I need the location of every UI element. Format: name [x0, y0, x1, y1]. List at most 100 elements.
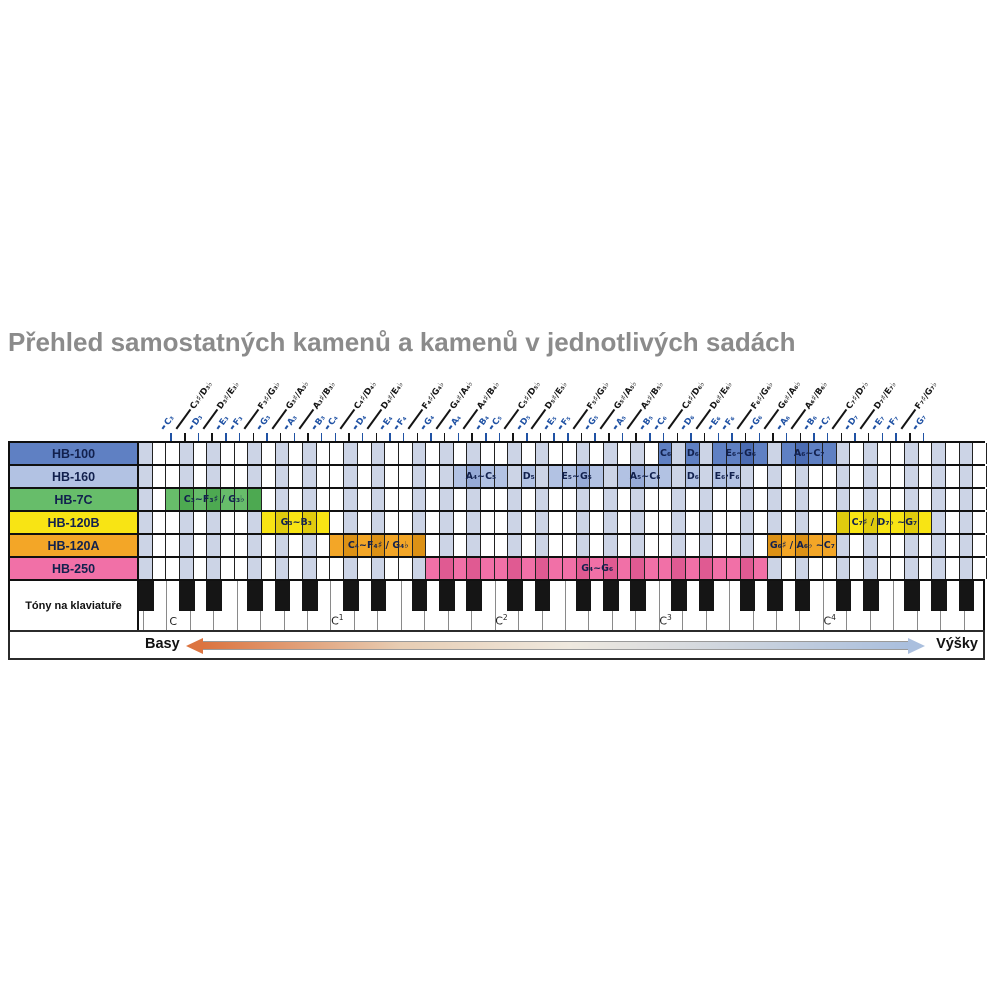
column-tick — [744, 433, 747, 441]
note-label-connector — [818, 425, 822, 430]
grid-cell — [385, 535, 399, 556]
grid-cell — [262, 443, 276, 464]
grid-cell — [740, 489, 755, 510]
grid-cell — [822, 443, 837, 464]
grid-cell — [740, 535, 755, 556]
black-key — [835, 581, 852, 611]
grid-cell — [371, 489, 386, 510]
grid-cell — [262, 466, 276, 487]
grid-cell — [480, 535, 495, 556]
grid-cell — [398, 512, 413, 533]
grid-cell — [221, 558, 235, 579]
grid-cell — [207, 443, 222, 464]
grid-cell — [398, 535, 413, 556]
grid-cell — [836, 512, 851, 533]
note-label-text: D₅♯/E₅♭ — [543, 379, 571, 412]
column-tick — [334, 433, 337, 441]
grid-cell — [166, 512, 181, 533]
grid-cell — [658, 443, 673, 464]
block-range-label: G₄~G₆ — [581, 563, 614, 574]
note-label-text: C₃♯/D₃♭ — [188, 379, 216, 412]
grid-cell — [863, 558, 878, 579]
grid-cell — [152, 512, 167, 533]
grid-cell — [234, 466, 249, 487]
grid-cell — [863, 443, 878, 464]
grid-cell — [686, 466, 700, 487]
grid-cell — [795, 443, 810, 464]
grid-cell — [836, 489, 851, 510]
grid-cell — [863, 466, 878, 487]
note-label-connector — [845, 425, 850, 430]
grid-cell — [221, 512, 235, 533]
black-key — [862, 581, 879, 611]
grid-cell — [371, 443, 386, 464]
column-tick — [457, 433, 460, 441]
grid-cell — [521, 443, 536, 464]
grid-cell — [180, 443, 194, 464]
black-key — [534, 581, 551, 611]
grid-cell — [904, 489, 919, 510]
grid-cell — [439, 443, 454, 464]
grid-cell — [166, 535, 181, 556]
grid-cell — [754, 535, 769, 556]
grid-cell — [385, 558, 399, 579]
model-row: HB-100 C₆ D₆ E₆~G₆ A₆~C₇ — [10, 443, 987, 466]
block-range-label: G₆♯ / A₆♭ ~C₇ — [769, 540, 835, 551]
grid-cell — [248, 489, 263, 510]
grid-cell — [357, 512, 372, 533]
grid-cell — [467, 489, 481, 510]
grid-cell — [877, 558, 892, 579]
column-tick — [279, 433, 282, 441]
note-label-connector — [394, 425, 398, 430]
column-tick — [826, 433, 829, 441]
grid-cell — [549, 558, 563, 579]
grid-cell — [508, 512, 522, 533]
grid-cell — [426, 489, 440, 510]
grid-cell — [877, 443, 892, 464]
grid-cell — [672, 558, 687, 579]
grid-cell — [891, 512, 905, 533]
grid-cell — [152, 443, 167, 464]
note-label-text: A₃♯/B₃♭ — [311, 379, 339, 412]
grid-cell — [699, 443, 714, 464]
note-label-connector — [585, 425, 590, 430]
grid-cell — [850, 535, 864, 556]
column-tick — [594, 433, 596, 441]
note-label-text: A₅♯/B₅♭ — [639, 379, 667, 412]
grid-cell — [891, 466, 905, 487]
grid-cell — [576, 489, 591, 510]
grid-cell — [918, 443, 933, 464]
note-label-text: D₄♯/E₄♭ — [379, 379, 407, 412]
grid-cell — [617, 512, 632, 533]
bass-treble-bar: Basy Výšky — [8, 630, 985, 660]
grid-cell — [316, 489, 331, 510]
grid-cell — [781, 489, 796, 510]
grid-cell — [590, 443, 605, 464]
grid-cell — [645, 512, 659, 533]
note-label-connector — [517, 425, 521, 430]
grid-cell — [945, 512, 960, 533]
grid-cell — [973, 558, 987, 579]
note-label-text: G₆♯/A₆♭ — [776, 379, 804, 412]
note-label-text: G₅♯/A₅♭ — [612, 379, 640, 412]
white-key-separator — [166, 581, 168, 630]
grid-cell — [576, 443, 591, 464]
grid-cell — [248, 512, 263, 533]
grid-cell — [959, 466, 974, 487]
piano-keyboard: C C1 C2 C3 C4 — [139, 581, 983, 630]
note-label-connector — [353, 425, 357, 430]
note-label-text: D₆♯/E₆♭ — [707, 379, 735, 412]
grid-cell — [740, 466, 755, 487]
grid-cell — [207, 558, 222, 579]
grid-cell — [289, 443, 304, 464]
note-label-text: C₇♯/D₇♭ — [844, 379, 872, 412]
note-label-text: G₃♯/A₃♭ — [283, 379, 312, 412]
note-label-connector — [777, 425, 781, 430]
column-tick — [854, 433, 856, 441]
column-tick — [498, 433, 501, 441]
grid-cell — [426, 558, 440, 579]
note-label-connector — [886, 425, 891, 430]
column-tick — [320, 433, 323, 441]
octave-mark: C4 — [823, 613, 836, 628]
grid-cell — [453, 443, 468, 464]
